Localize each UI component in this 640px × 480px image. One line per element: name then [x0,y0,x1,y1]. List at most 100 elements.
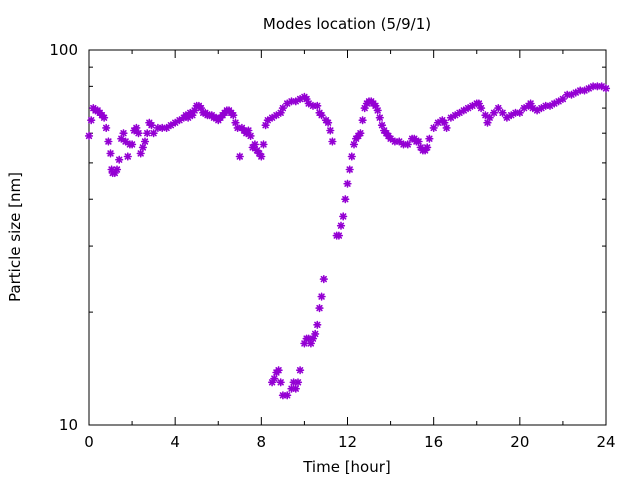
data-point [588,82,598,91]
data-point [395,137,404,146]
x-tick-label: 24 [596,433,615,451]
data-point [414,137,423,146]
data-point [136,149,145,158]
data-points [84,82,611,400]
data-point [313,320,322,329]
data-point [259,140,268,149]
data-point [278,103,287,113]
data-point [246,131,255,140]
data-point [442,123,451,133]
data-point [296,366,305,375]
data-point [87,116,96,125]
data-point [477,103,486,113]
data-point [375,113,384,122]
data-point [128,140,137,149]
data-point [84,131,94,140]
data-point [423,143,432,152]
data-point [293,378,303,387]
data-point [515,108,524,117]
data-point [147,121,156,130]
data-point [134,129,143,138]
data-point [112,165,122,174]
data-point [528,103,537,113]
data-point [317,111,326,120]
data-point [106,149,115,158]
data-point [283,99,292,108]
chart-title: Modes location (5/9/1) [263,15,431,33]
data-point [347,152,356,161]
data-point [446,113,455,122]
x-tick-label: 0 [84,433,94,451]
data-point [257,152,266,161]
data-point [541,101,550,110]
data-point [334,231,343,240]
data-point [315,304,324,313]
data-point [121,137,130,146]
x-tick-label: 12 [338,433,357,451]
data-point [233,123,242,133]
data-point [593,82,602,91]
y-tick-label: 10 [59,416,78,434]
data-point [425,134,434,143]
x-tick-label: 4 [170,433,180,451]
tick-labels: 0 4 8 12 16 20 24 10 100 [49,41,615,451]
data-point [99,113,109,122]
data-point [287,97,296,106]
data-point [313,101,322,110]
data-point [229,111,238,120]
x-tick-label: 16 [424,433,443,451]
data-point [558,94,568,104]
data-point [276,378,285,387]
data-point [283,391,292,400]
data-point [244,126,253,135]
data-point [489,108,499,117]
y-tick-label: 100 [49,41,78,59]
data-point [356,129,365,138]
data-point [274,366,283,375]
data-point [270,374,279,383]
data-point [149,129,158,138]
data-point [336,221,346,230]
data-point [485,113,494,122]
data-point [263,116,272,125]
data-point [519,103,529,113]
data-point [272,111,281,120]
data-point [104,137,113,146]
x-axis-label: Time [hour] [302,458,391,476]
data-point [341,195,350,204]
data-point [140,137,150,146]
data-point [138,143,147,152]
data-point [494,103,503,113]
data-point [235,152,244,161]
data-point [601,84,611,93]
data-point [102,123,111,133]
data-point [123,152,132,161]
data-point [119,129,128,138]
data-point [115,155,124,164]
data-point [311,329,320,338]
data-point [373,106,382,115]
data-point [358,116,367,125]
data-point [143,129,152,138]
data-point [403,140,412,149]
y-axis-label: Particle size [nm] [6,172,24,302]
data-point [153,123,162,133]
data-point [345,165,354,174]
data-point [268,113,277,122]
data-point [291,384,300,393]
x-tick-label: 20 [510,433,529,451]
data-point [498,108,507,117]
data-point [326,126,335,135]
data-point [171,118,180,127]
data-point [300,339,309,348]
data-point [317,292,326,301]
data-point [324,118,333,127]
data-point [343,179,352,188]
data-point [429,123,438,133]
data-point [250,140,259,149]
x-tick-label: 8 [257,433,267,451]
data-point [328,137,337,146]
data-point [339,212,348,221]
data-point [319,275,328,284]
